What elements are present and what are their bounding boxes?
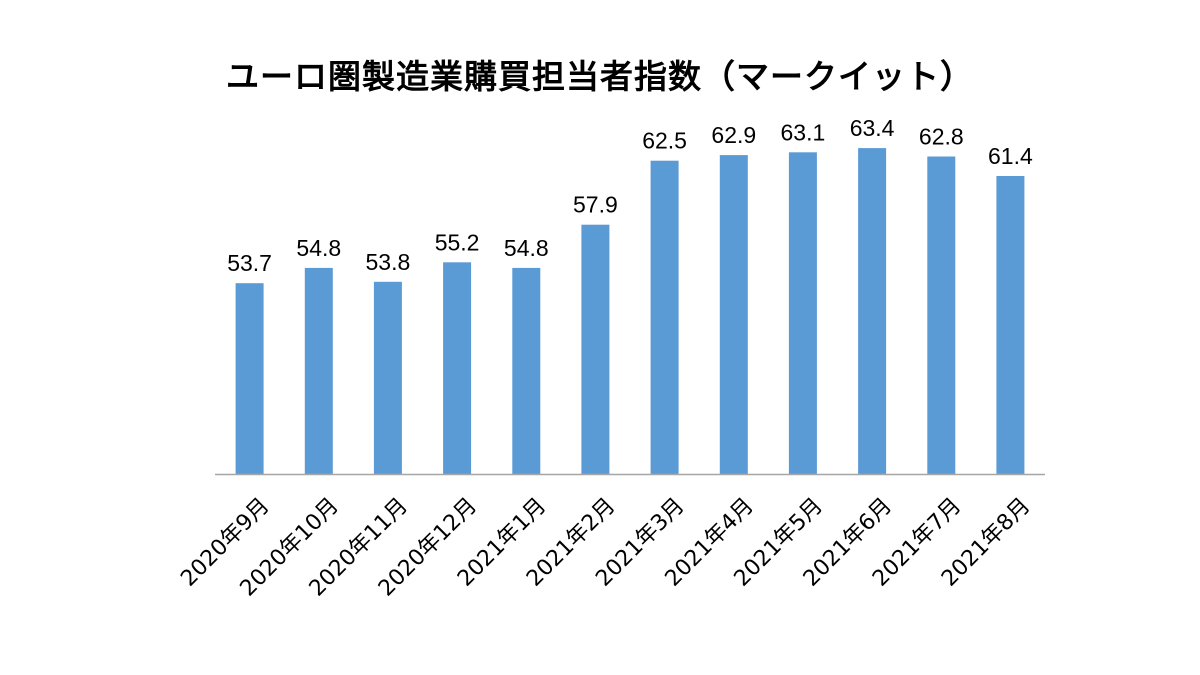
data-label-10: 63.4: [850, 115, 895, 141]
data-label-9: 63.1: [781, 119, 826, 145]
bar-5: [512, 267, 541, 474]
data-label-12: 61.4: [988, 143, 1033, 169]
bar-2: [304, 267, 333, 474]
bar-12: [996, 176, 1025, 474]
bar-1: [235, 283, 264, 474]
data-label-4: 55.2: [435, 229, 480, 255]
data-label-2: 54.8: [296, 235, 341, 261]
bar-7: [650, 160, 679, 474]
bar-10: [858, 148, 887, 474]
data-label-11: 62.8: [919, 124, 964, 150]
bar-8: [719, 155, 748, 474]
data-label-5: 54.8: [504, 235, 549, 261]
bar-4: [443, 262, 472, 474]
data-label-3: 53.8: [366, 249, 411, 275]
bar-6: [581, 224, 610, 474]
bar-11: [927, 156, 956, 474]
bar-3: [373, 281, 402, 474]
data-label-1: 53.7: [227, 250, 272, 276]
data-label-6: 57.9: [573, 192, 618, 218]
bar-9: [788, 152, 817, 475]
data-label-8: 62.9: [711, 122, 756, 148]
chart-title: ユーロ圏製造業購買担当者指数（マークイット）: [226, 57, 974, 96]
data-label-7: 62.5: [642, 128, 687, 154]
